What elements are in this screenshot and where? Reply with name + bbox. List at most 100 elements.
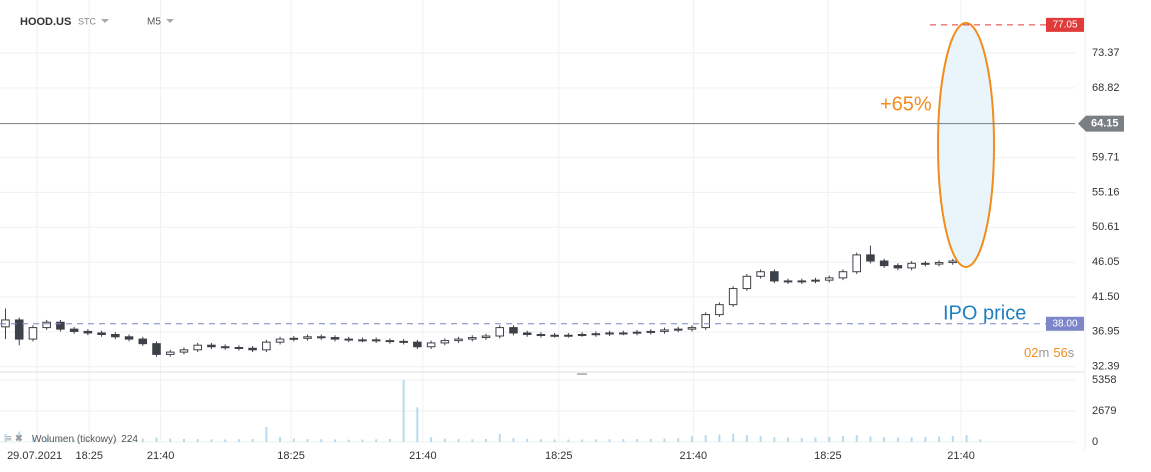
volume-bar (333, 439, 336, 442)
volume-bar (704, 435, 707, 442)
volume-bar (292, 438, 295, 442)
candle-body (111, 333, 120, 338)
pane-handle[interactable] (577, 373, 587, 375)
candle-body (797, 280, 807, 283)
candle-body (577, 333, 587, 336)
volume-bar (979, 439, 982, 442)
volume-bar (114, 439, 117, 442)
volume-bar (128, 439, 131, 442)
volume-bar (649, 438, 652, 442)
candle-body (426, 342, 436, 348)
candle-body (193, 344, 202, 351)
y-tick-label: 59.71 (1092, 152, 1120, 164)
candle-body (591, 333, 601, 336)
candle-body (248, 347, 257, 351)
volume-bar (182, 438, 185, 442)
candle-body (673, 328, 683, 331)
volume-legend-value: 224 (121, 434, 138, 445)
volume-bar (375, 439, 378, 442)
candle-body (152, 343, 161, 355)
x-tick-label: 29.07.2021 (7, 450, 62, 462)
interval[interactable]: M5 (147, 17, 161, 28)
candle-body (756, 271, 765, 277)
volume-bar (814, 437, 817, 442)
candle-body (440, 340, 450, 344)
volume-bar (224, 439, 227, 442)
volume-bar (622, 439, 625, 442)
volume-bar (237, 439, 240, 442)
volume-bar (663, 438, 666, 442)
overlay-layer: 29.07.2021 18:25 21:40 18:25 21:40 18:25 21:40… (0, 17, 1124, 462)
candle-body (454, 338, 463, 342)
volume-bar (18, 431, 21, 442)
volume-tick-label: 0 (1092, 436, 1098, 448)
volume-bar (677, 437, 680, 442)
volume-bar (416, 407, 419, 442)
volume-bar (869, 436, 872, 442)
volume-bar (759, 436, 762, 442)
candle-body (742, 275, 752, 290)
candle-body (385, 340, 395, 343)
volume-bar (855, 435, 858, 442)
x-tick-label: 21:40 (409, 450, 437, 462)
candle-body (138, 338, 148, 345)
candle-body (605, 332, 614, 335)
candle-body (358, 339, 367, 342)
volume-bar (718, 434, 721, 442)
source[interactable]: STC (78, 16, 97, 26)
volume-bar (594, 439, 597, 442)
candle-body (179, 349, 189, 353)
volume-bar (265, 426, 268, 442)
legend-icons[interactable]: ≡ ✖ (6, 434, 23, 445)
x-tick-label: 21:40 (680, 450, 708, 462)
dropdown-arrow[interactable] (166, 19, 174, 23)
dropdown-arrow[interactable] (101, 19, 109, 23)
price-tag (1078, 115, 1124, 132)
candle-body (262, 341, 271, 351)
candle-body (948, 260, 958, 264)
volume-bar (443, 438, 446, 442)
volume-bar (745, 435, 748, 442)
candle-body (783, 280, 793, 283)
volume-bar (841, 435, 844, 442)
candle-body (646, 330, 656, 333)
volume-bar (567, 439, 570, 442)
volume-tick-label: 2679 (1092, 405, 1116, 417)
candle-body (536, 333, 546, 336)
volume-bar (896, 437, 899, 442)
candle-body (811, 279, 820, 282)
price-tag-label: 38.00 (1052, 318, 1077, 329)
candle-body (550, 334, 559, 337)
volume-bar (320, 439, 323, 442)
x-tick-label: 21:40 (947, 450, 975, 462)
symbol[interactable]: HOOD.US (20, 16, 71, 28)
volume-bar (553, 439, 556, 442)
candle-body (207, 344, 216, 348)
volume-bar (636, 438, 639, 442)
volume-bar (965, 435, 968, 442)
volume-tick-label: 5358 (1092, 374, 1116, 386)
candle-body (838, 271, 848, 279)
volume-legend-name: Wolumen (tickowy) (32, 434, 116, 445)
candle-body (97, 332, 106, 335)
candle-body (413, 341, 422, 348)
candle-body (728, 288, 738, 306)
candle-body (124, 336, 134, 340)
x-tick-label: 18:25 (75, 450, 103, 462)
volume-bar (361, 439, 364, 442)
volume-bar (31, 437, 34, 442)
candle-body (824, 277, 834, 281)
volume-bar (347, 439, 350, 442)
candle-body (632, 331, 642, 334)
y-tick-label: 46.05 (1092, 256, 1120, 268)
volume-bar (388, 438, 391, 442)
volume-bar (155, 437, 158, 442)
candle-body (701, 314, 710, 329)
candle-body (14, 319, 24, 340)
volume-bar (86, 439, 89, 442)
candle-body (522, 332, 532, 335)
price-tag (1046, 316, 1084, 331)
volume-bar (430, 437, 433, 442)
volume-bar (938, 436, 941, 442)
